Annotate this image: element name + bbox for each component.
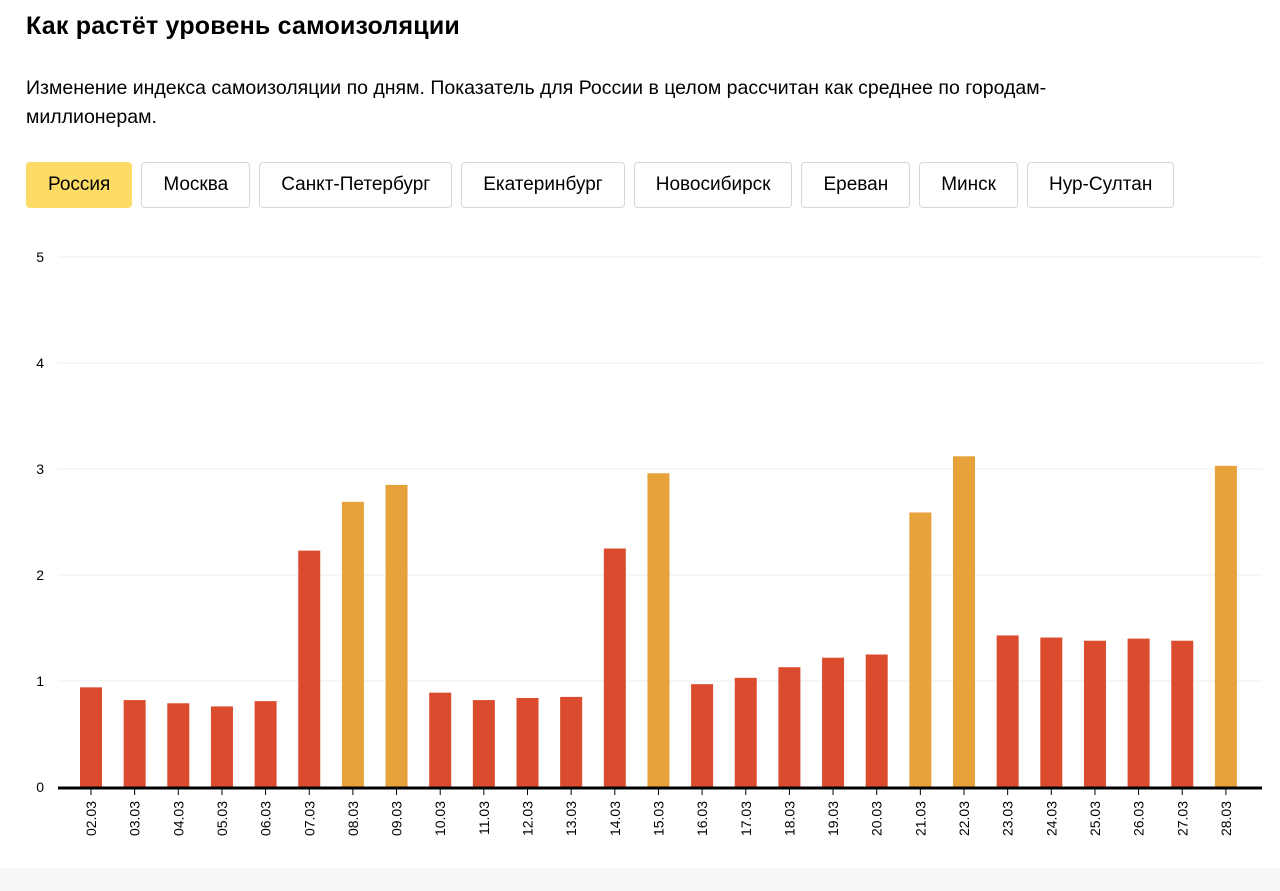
bar-21.03 [909,512,932,787]
y-tick-label: 5 [36,249,44,265]
x-tick-label: 16.03 [694,801,710,836]
x-tick-label: 18.03 [781,801,797,836]
bar-08.03 [341,501,364,787]
bar-26.03 [1127,638,1150,787]
x-tick-label: 10.03 [432,801,448,836]
chart-subtitle: Изменение индекса самоизоляции по дням. … [26,77,1047,128]
bar-27.03 [1171,640,1194,787]
x-tick-label: 25.03 [1087,801,1103,836]
x-tick-label: 06.03 [258,801,274,836]
bar-28.03 [1214,465,1237,787]
bar-chart: 0 1 2 3 4 5 02.03 03.03 04.03 05.03 06.03 07.03 08.0… [36,249,1262,836]
tab-minsk[interactable]: Минск [919,162,1018,208]
bar-20.03 [865,654,888,787]
x-tick-label: 14.03 [607,801,623,836]
bar-11.03 [472,700,495,787]
bar-23.03 [996,635,1019,787]
y-tick-label: 1 [36,673,44,689]
bar-09.03 [385,484,408,787]
bottom-strip [0,868,1280,891]
x-tick-label: 27.03 [1174,801,1190,836]
tab-moscow[interactable]: Москва [141,162,251,208]
x-tick-label: 04.03 [170,801,186,836]
bar-02.03 [80,687,102,787]
y-tick-label: 0 [36,779,44,795]
x-tick-label: 22.03 [956,801,972,836]
bar-14.03 [603,548,626,787]
chart-title: Как растёт уровень самоизоляции [26,12,460,40]
tab-yekaterinburg[interactable]: Екатеринбург [461,162,625,208]
tab-saint-petersburg[interactable]: Санкт-Петербург [259,162,453,208]
x-tick-label: 08.03 [345,801,361,836]
bar-16.03 [691,684,714,787]
x-tick-label: 23.03 [1000,801,1016,836]
x-tick-label: 09.03 [389,801,405,836]
tab-novosibirsk[interactable]: Новосибирск [633,162,793,208]
x-tick-label: 15.03 [650,801,666,836]
x-tick-label: 26.03 [1131,801,1147,836]
x-tick-label: 28.03 [1218,801,1234,836]
bar-18.03 [778,667,801,787]
bar-10.03 [429,692,452,787]
y-tick-label: 4 [36,355,44,371]
bar-22.03 [953,456,975,787]
x-tick-label: 21.03 [912,801,928,836]
x-tick-label: 11.03 [476,801,492,835]
bar-17.03 [734,677,757,787]
y-tick-label: 2 [36,567,44,583]
x-tick-label: 13.03 [563,801,579,836]
bar-07.03 [298,550,321,787]
x-tick-label: 17.03 [738,801,754,836]
bar-25.03 [1083,640,1106,787]
x-tick-label: 03.03 [127,801,143,836]
tab-russia[interactable]: Россия [26,162,133,208]
bar-24.03 [1040,637,1063,787]
x-tick-label: 05.03 [214,801,230,836]
y-tick-label: 3 [36,461,44,477]
x-tick-label: 19.03 [825,801,841,836]
x-tick-label: 07.03 [301,801,317,836]
tab-yerevan[interactable]: Ереван [801,162,911,208]
tab-nur-sultan[interactable]: Нур-Султан [1026,162,1175,208]
bar-03.03 [123,700,146,787]
x-tick-label: 20.03 [869,801,885,836]
city-tabs: Россия Москва Санкт-Петербург Екатеринбу… [26,162,1175,208]
x-tick-label: 02.03 [83,801,99,836]
bar-05.03 [210,706,233,787]
bar-19.03 [822,657,845,787]
bar-13.03 [560,696,583,787]
x-tick-label: 24.03 [1043,801,1059,836]
bar-12.03 [516,697,539,787]
bar-06.03 [254,701,277,787]
bar-15.03 [647,473,670,787]
x-tick-label: 12.03 [520,801,536,836]
bar-04.03 [167,703,190,787]
